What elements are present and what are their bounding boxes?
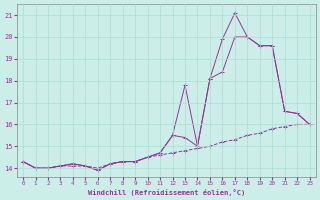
X-axis label: Windchill (Refroidissement éolien,°C): Windchill (Refroidissement éolien,°C) xyxy=(88,189,245,196)
